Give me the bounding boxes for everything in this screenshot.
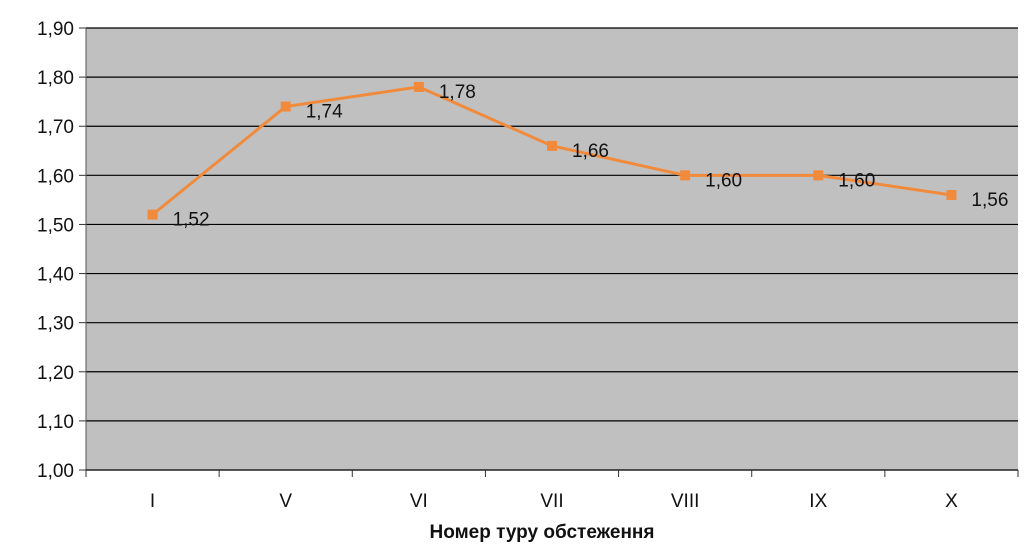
x-tick-label: I (150, 491, 155, 512)
y-tick-label: 1,40 (37, 265, 74, 286)
data-label: 1,56 (971, 190, 1008, 211)
data-point (680, 170, 691, 181)
y-tick-label: 1,50 (37, 215, 74, 236)
x-tick-label: VIII (671, 491, 700, 512)
series-group: 1,52 1,74 1,78 1,66 1,60 1,60 1,56 (147, 81, 1008, 231)
data-point (813, 170, 824, 181)
y-tick-label: 1,60 (37, 166, 74, 187)
data-point (547, 140, 557, 151)
x-tick-label: VI (410, 491, 428, 512)
y-tick-label: 1,30 (37, 314, 74, 335)
x-axis-title: Номер туру обстеження (430, 522, 655, 543)
data-point (280, 101, 291, 112)
plot-area (86, 28, 1018, 470)
x-axis-ticks: I V VI VII VIII IX X (85, 470, 1019, 512)
data-label: 1,60 (705, 170, 742, 191)
data-label: 1,52 (173, 210, 210, 231)
data-point (413, 81, 424, 92)
y-axis-ticks: 1,00 1,10 1,20 1,30 1,40 1,50 1,60 1,70 1,80 1,90 (37, 19, 87, 482)
gridlines (86, 27, 1018, 422)
y-tick-label: 1,90 (37, 19, 74, 40)
x-tick-label: X (945, 491, 958, 512)
x-tick-label: VII (540, 491, 563, 512)
y-tick-label: 1,00 (37, 461, 74, 482)
y-tick-label: 1,70 (37, 117, 74, 138)
data-label: 1,74 (306, 102, 343, 123)
data-label: 1,78 (439, 82, 476, 103)
data-point (147, 209, 158, 220)
data-label: 1,66 (572, 141, 609, 162)
x-tick-label: V (279, 491, 292, 512)
y-tick-label: 1,20 (37, 363, 74, 384)
y-tick-label: 1,10 (37, 412, 74, 433)
y-tick-label: 1,80 (37, 68, 74, 89)
data-point (946, 189, 957, 200)
data-label: 1,60 (838, 170, 875, 191)
x-tick-label: IX (809, 491, 827, 512)
